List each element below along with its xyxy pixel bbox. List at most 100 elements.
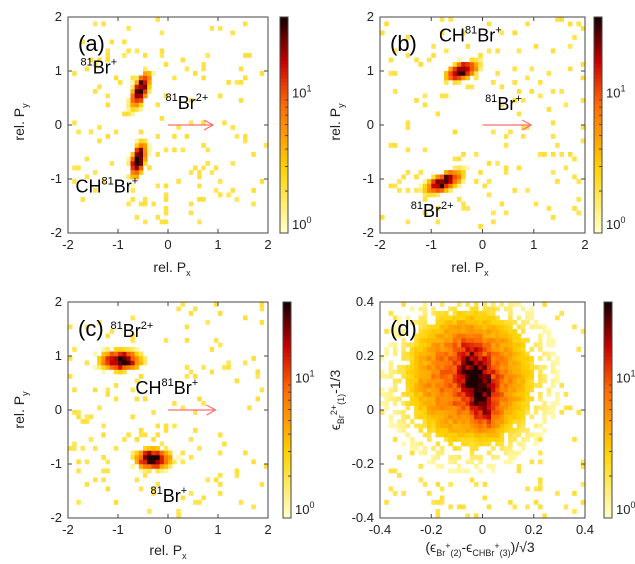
heatmap-cell bbox=[222, 120, 227, 126]
heatmap-cell bbox=[409, 446, 415, 451]
heatmap-cell bbox=[550, 170, 556, 175]
heatmap-cell bbox=[439, 188, 445, 193]
heatmap-cell bbox=[388, 392, 394, 397]
colorbar-strip bbox=[594, 125, 602, 130]
heatmap-cell bbox=[130, 107, 135, 112]
heatmap-cell bbox=[555, 360, 560, 366]
colorbar-strip bbox=[280, 114, 288, 119]
heatmap-cell bbox=[512, 80, 517, 85]
heatmap-cell bbox=[529, 365, 535, 370]
heatmap-cell bbox=[380, 392, 385, 397]
x-tick-label: -2 bbox=[62, 522, 74, 537]
heatmap-cell bbox=[138, 93, 144, 99]
heatmap-cell bbox=[414, 188, 419, 193]
heatmap-cell bbox=[409, 306, 415, 312]
colorbar-strip bbox=[283, 388, 291, 393]
heatmap-cell bbox=[529, 356, 535, 361]
ion-label: 81Br2+ bbox=[166, 92, 209, 113]
heatmap-cell bbox=[93, 446, 98, 451]
heatmap-cell bbox=[580, 329, 586, 334]
heatmap-cell bbox=[130, 161, 135, 166]
heatmap-cell bbox=[555, 392, 560, 397]
heatmap-cell bbox=[538, 338, 543, 343]
heatmap-cell bbox=[101, 365, 106, 370]
heatmap-cell bbox=[426, 338, 432, 343]
colorbar-strip bbox=[283, 406, 291, 411]
heatmap-cell bbox=[550, 152, 556, 157]
heatmap-cell bbox=[251, 356, 256, 361]
heatmap-cell bbox=[418, 338, 424, 343]
heatmap-cell bbox=[431, 360, 436, 366]
heatmap-cell bbox=[76, 468, 81, 474]
heatmap-cell bbox=[76, 165, 81, 171]
heatmap-cell bbox=[97, 138, 102, 144]
heatmap-cell bbox=[538, 374, 543, 379]
heatmap-cell bbox=[478, 53, 483, 58]
colorbar-strip bbox=[594, 92, 602, 97]
colorbar-strip bbox=[594, 117, 602, 122]
heatmap-cell bbox=[384, 347, 389, 352]
colorbar-strip bbox=[280, 35, 288, 40]
heatmap-cell bbox=[486, 423, 492, 429]
heatmap-cell bbox=[130, 351, 135, 357]
heatmap-cell bbox=[147, 80, 152, 85]
heatmap-cell bbox=[130, 165, 135, 171]
heatmap-cell bbox=[163, 183, 169, 189]
heatmap-cell bbox=[201, 495, 206, 501]
heatmap-cell bbox=[465, 405, 470, 411]
heatmap-cell bbox=[143, 455, 148, 460]
heatmap-cell bbox=[546, 71, 552, 76]
heatmap-cell bbox=[422, 183, 428, 189]
heatmap-cell bbox=[495, 48, 500, 54]
heatmap-cell bbox=[461, 365, 466, 370]
heatmap-cell bbox=[563, 504, 569, 510]
label-part: 1 bbox=[309, 369, 314, 379]
heatmap-cell bbox=[435, 219, 441, 225]
heatmap-cell bbox=[448, 315, 453, 321]
heatmap-cell bbox=[576, 210, 582, 216]
heatmap-cell bbox=[163, 210, 169, 216]
heatmap-cell bbox=[439, 446, 445, 451]
label-part: Br bbox=[477, 25, 495, 45]
heatmap-cell bbox=[397, 378, 402, 384]
heatmap-cell bbox=[243, 75, 248, 81]
heatmap-cell bbox=[392, 378, 398, 384]
heatmap-cell bbox=[512, 365, 517, 370]
heatmap-cell bbox=[465, 356, 470, 361]
heatmap-cell bbox=[456, 338, 462, 343]
heatmap-cell bbox=[550, 120, 556, 126]
heatmap-cell bbox=[84, 174, 90, 180]
heatmap-cell bbox=[491, 369, 496, 375]
heatmap-cell bbox=[422, 356, 428, 361]
colorbar-strip bbox=[604, 420, 612, 425]
label-part: 81 bbox=[166, 92, 178, 104]
heatmap-cell bbox=[163, 446, 169, 451]
heatmap-cell bbox=[439, 338, 445, 343]
heatmap-cell bbox=[155, 423, 160, 429]
heatmap-cell bbox=[130, 338, 135, 343]
heatmap-cell bbox=[176, 455, 181, 460]
heatmap-cell bbox=[205, 147, 210, 153]
colorbar-strip bbox=[594, 211, 602, 216]
heatmap-cell bbox=[439, 315, 445, 321]
heatmap-cell bbox=[188, 437, 194, 442]
heatmap-cell bbox=[143, 147, 148, 153]
heatmap-cell bbox=[461, 71, 466, 76]
x-tick-label: -2 bbox=[62, 237, 74, 252]
heatmap-cell bbox=[122, 437, 127, 442]
heatmap-cell bbox=[456, 378, 462, 384]
heatmap-cell bbox=[422, 423, 428, 429]
heatmap-cell bbox=[243, 315, 248, 321]
heatmap-cell bbox=[499, 446, 505, 451]
heatmap-cell bbox=[234, 80, 240, 85]
colorbar-strip bbox=[283, 366, 291, 371]
heatmap-cell bbox=[550, 338, 556, 343]
heatmap-cell bbox=[188, 120, 194, 126]
heatmap-cell bbox=[469, 315, 475, 321]
colorbar-strip bbox=[283, 352, 291, 357]
heatmap-cell bbox=[473, 428, 479, 433]
heatmap-cell bbox=[72, 165, 77, 171]
heatmap-cell bbox=[209, 170, 215, 175]
heatmap-cell bbox=[491, 342, 496, 348]
heatmap-cell bbox=[448, 504, 453, 510]
